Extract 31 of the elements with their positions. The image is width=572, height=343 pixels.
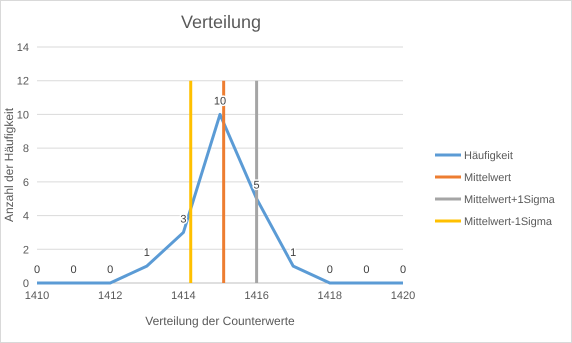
legend-label: Mittelwert [464, 172, 512, 184]
data-label: 3 [180, 213, 186, 226]
y-tick-label: 8 [22, 143, 29, 156]
data-label: 0 [107, 264, 114, 276]
x-tick-label: 1412 [98, 290, 122, 302]
legend-label: Häufigkeit [464, 150, 513, 162]
x-tick-label: 1416 [244, 290, 269, 302]
x-tick-label: 1420 [390, 290, 416, 302]
y-tick-label: 4 [22, 210, 29, 223]
data-label: 0 [326, 264, 333, 276]
y-axis-title: Anzahl der Häufigkeit [2, 107, 16, 222]
chart-title: Verteilung [180, 12, 262, 32]
y-tick-label: 0 [22, 278, 29, 290]
x-tick-label: 1418 [318, 290, 342, 302]
data-label: 0 [34, 264, 40, 276]
data-label: 0 [70, 264, 77, 276]
y-tick-label: 12 [16, 76, 29, 88]
y-tick-label: 14 [16, 42, 29, 54]
data-label: 1 [290, 247, 296, 260]
y-tick-label: 6 [22, 176, 29, 189]
x-axis-title: Verteilung der Counterwerte [145, 314, 296, 328]
data-label: 1 [144, 247, 150, 260]
data-label: 0 [400, 264, 406, 276]
legend-label: Mittelwert+1Sigma [464, 194, 556, 206]
line-series [36, 112, 404, 284]
legend-label: Mittelwert-1Sigma [464, 216, 553, 228]
y-tick-label: 2 [22, 244, 29, 256]
data-label: 0 [363, 264, 370, 276]
x-tick-label: 1410 [24, 290, 50, 302]
x-tick-label: 1414 [171, 290, 196, 302]
y-tick-label: 10 [16, 109, 29, 122]
